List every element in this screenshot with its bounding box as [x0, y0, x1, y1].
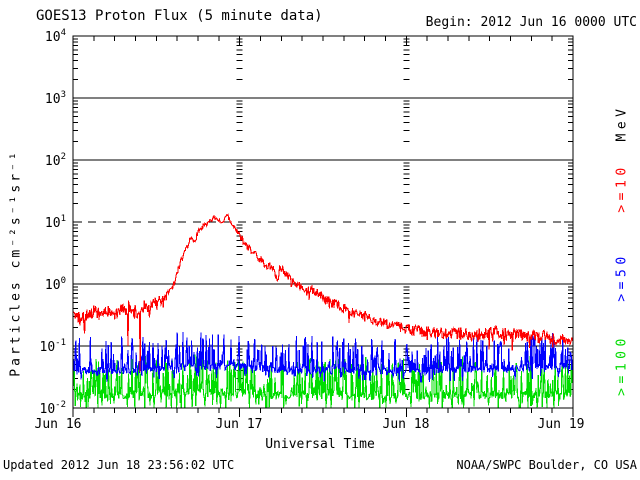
x-tick-label-jun18: Jun 18	[382, 417, 430, 432]
chart-title: GOES13 Proton Flux (5 minute data)	[36, 8, 323, 24]
y-tick-label-1e0: 100	[44, 275, 66, 294]
y-tick-label-1e2: 102	[44, 151, 66, 170]
legend-ge100-label: >=100	[614, 334, 630, 396]
y-axis-title: Particles cm⁻²s⁻¹sr⁻¹	[8, 149, 24, 377]
x-tick-label-jun16: Jun 16	[34, 417, 82, 432]
legend-ge10-label: >=10	[614, 163, 630, 213]
traces	[73, 213, 573, 409]
y-tick-label-1e-1: 10-1	[39, 337, 67, 356]
y-axis-unit-label: MeV	[614, 104, 630, 142]
x-tick-label-jun17: Jun 17	[215, 417, 263, 432]
trace-50	[73, 331, 573, 383]
begin-timestamp: Begin: 2012 Jun 16 0000 UTC	[425, 15, 637, 30]
plot-border	[72, 35, 574, 409]
x-tick-label-jun19: Jun 19	[537, 417, 585, 432]
y-tick-label-1e1: 101	[44, 213, 66, 232]
y-tick-label-1e4: 104	[44, 27, 66, 46]
updated-timestamp: Updated 2012 Jun 18 23:56:02 UTC	[3, 458, 235, 472]
x-axis-title: Universal Time	[265, 437, 375, 452]
y-tick-label-1e-2: 10-2	[39, 399, 67, 418]
y-tick-label-1e3: 103	[44, 89, 66, 108]
trace-10	[73, 213, 573, 373]
source-credit: NOAA/SWPC Boulder, CO USA	[456, 458, 637, 472]
legend-ge50-label: >=50	[614, 252, 630, 302]
trace-100	[73, 353, 573, 409]
